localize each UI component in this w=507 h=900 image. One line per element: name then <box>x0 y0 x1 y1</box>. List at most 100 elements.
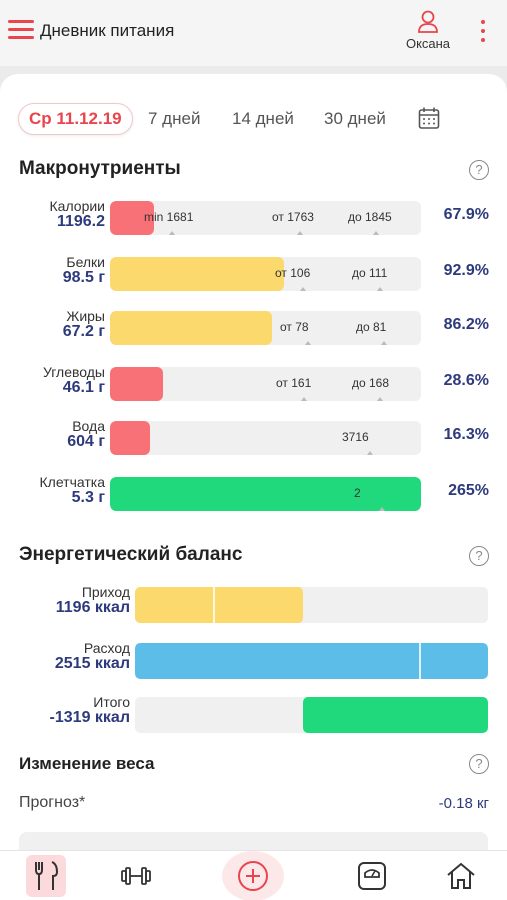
marker-tick <box>377 397 383 401</box>
macro-label: Белки 98.5 г <box>63 254 105 287</box>
macros-title: Макронутриенты <box>19 158 181 179</box>
macro-target-marker: до 111 <box>352 266 388 280</box>
macro-row: Вода 604 г 3716 16.3% <box>0 418 507 458</box>
energy-value: -1319 ккал <box>49 709 130 726</box>
macro-progress-track: 2 <box>110 477 421 511</box>
macro-value: 5.3 г <box>71 489 105 506</box>
user-icon <box>418 10 438 33</box>
energy-row: Расход 2515 ккал <box>0 640 507 680</box>
macro-target-marker: от 161 <box>276 376 312 390</box>
calendar-icon[interactable] <box>418 106 440 130</box>
scale-icon <box>358 862 386 890</box>
macro-progress-fill <box>110 367 163 401</box>
add-button[interactable] <box>222 851 284 900</box>
macro-percent: 28.6% <box>443 372 489 389</box>
marker-tick <box>373 231 379 235</box>
forecast-value: -0.18 кг <box>438 795 489 812</box>
marker-tick <box>381 341 387 345</box>
weight-help-icon[interactable]: ? <box>469 754 489 774</box>
energy-help-icon[interactable]: ? <box>469 546 489 566</box>
macro-name: Жиры <box>66 308 105 324</box>
macro-progress-fill <box>110 477 421 511</box>
macro-value: 67.2 г <box>62 323 105 340</box>
macro-target-marker: от 1763 <box>272 210 314 224</box>
page-title: Дневник питания <box>40 21 175 40</box>
tab-today[interactable]: Ср 11.12.19 <box>18 103 133 135</box>
energy-name: Итого <box>93 694 130 710</box>
macro-progress-fill <box>110 421 151 455</box>
weight-title: Изменение веса <box>19 754 155 773</box>
macro-label: Вода 604 г <box>67 418 105 451</box>
energy-bar-track <box>135 643 488 679</box>
marker-tick <box>301 397 307 401</box>
macro-row: Клетчатка 5.3 г 2 265% <box>0 474 507 514</box>
add-icon <box>238 861 268 891</box>
macro-name: Белки <box>66 254 105 270</box>
marker-tick <box>169 231 175 235</box>
energy-name: Приход <box>81 584 130 600</box>
marker-tick <box>297 231 303 235</box>
marker-tick <box>377 287 383 291</box>
macro-target-marker: до 1845 <box>348 210 392 224</box>
bar-divider <box>213 587 215 623</box>
macro-progress-track: 3716 <box>110 421 421 455</box>
macro-name: Углеводы <box>42 364 105 380</box>
marker-tick <box>367 451 373 455</box>
macro-label: Жиры 67.2 г <box>63 308 105 341</box>
macro-percent: 92.9% <box>443 262 489 279</box>
macro-label: Клетчатка 5.3 г <box>40 474 105 507</box>
macro-target-marker: от 106 <box>275 266 311 280</box>
user-name: Оксана <box>405 36 451 51</box>
energy-row: Приход 1196 ккал <box>0 584 507 624</box>
tab-7-days[interactable]: 7 дней <box>148 109 201 128</box>
macro-target-marker: 3716 <box>342 430 369 444</box>
macro-progress-fill <box>110 311 272 345</box>
macro-progress-track: от 78 до 81 <box>110 311 421 345</box>
macro-value: 46.1 г <box>62 379 105 396</box>
nav-home[interactable] <box>441 855 481 897</box>
macro-target-marker: min 1681 <box>144 210 194 224</box>
user-profile[interactable]: Оксана <box>400 10 456 51</box>
nav-diary[interactable] <box>26 855 66 897</box>
macro-target-marker: 2 <box>354 486 361 500</box>
energy-bar-track <box>135 697 488 733</box>
macro-name: Клетчатка <box>39 474 105 490</box>
home-icon <box>447 862 475 889</box>
macro-progress-track: от 161 до 168 <box>110 367 421 401</box>
macro-value: 98.5 г <box>62 269 105 286</box>
macro-target-marker: от 78 <box>280 320 309 334</box>
macro-value: 604 г <box>67 433 105 450</box>
tab-14-days[interactable]: 14 дней <box>232 109 294 128</box>
macro-name: Калории <box>49 198 105 214</box>
macro-row: Углеводы 46.1 г от 161 до 168 28.6% <box>0 364 507 404</box>
energy-value: 2515 ккал <box>54 655 130 672</box>
macro-progress-track: от 106 до 111 <box>110 257 421 291</box>
energy-title: Энергетический баланс <box>19 544 243 565</box>
nav-workouts[interactable] <box>116 855 156 897</box>
energy-row: Итого -1319 ккал <box>0 694 507 734</box>
macros-help-icon[interactable]: ? <box>469 160 489 180</box>
macro-label: Калории 1196.2 <box>50 198 105 231</box>
more-options-icon[interactable] <box>478 20 488 46</box>
macro-progress-fill <box>110 201 154 235</box>
marker-tick <box>300 287 306 291</box>
macro-percent: 67.9% <box>443 206 489 223</box>
marker-tick <box>379 507 385 511</box>
energy-label: Расход 2515 ккал <box>55 640 130 673</box>
macro-progress-fill <box>110 257 285 291</box>
menu-icon[interactable] <box>8 20 34 42</box>
tab-30-days[interactable]: 30 дней <box>324 109 386 128</box>
macro-percent: 86.2% <box>443 316 489 333</box>
energy-label: Приход 1196 ккал <box>56 584 130 617</box>
bottom-nav <box>0 850 507 900</box>
macro-target-marker: до 81 <box>356 320 387 334</box>
macro-label: Углеводы 46.1 г <box>43 364 105 397</box>
diary-icon <box>35 861 59 890</box>
macro-target-marker: до 168 <box>352 376 390 390</box>
macro-row: Белки 98.5 г от 106 до 111 92.9% <box>0 254 507 294</box>
main-card: Ср 11.12.19 7 дней 14 дней 30 дней Макро… <box>0 74 507 872</box>
macro-row: Жиры 67.2 г от 78 до 81 86.2% <box>0 308 507 348</box>
nav-weight[interactable] <box>352 855 392 897</box>
macro-row: Калории 1196.2 min 1681 от 1763 до 1845 67.9% <box>0 198 507 238</box>
dumbbell-icon <box>121 867 151 885</box>
